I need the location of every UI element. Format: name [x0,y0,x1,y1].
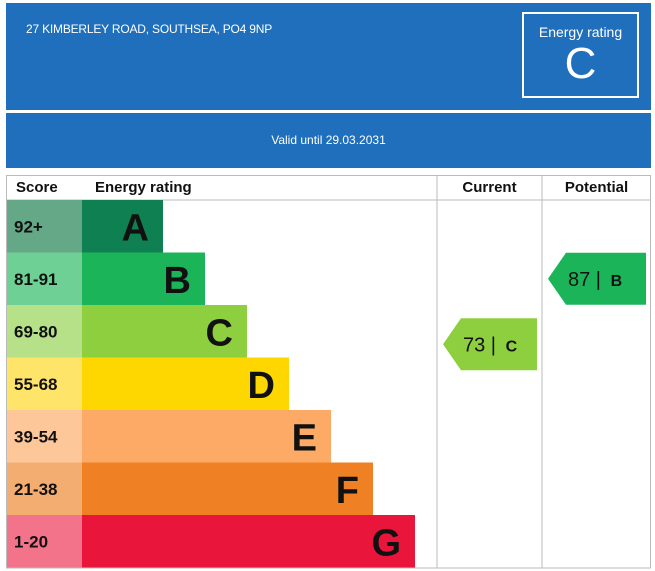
rating-letter-c: C [206,312,233,354]
header-panel: 27 KIMBERLEY ROAD, SOUTHSEA, PO4 9NP Ene… [6,3,651,110]
rating-letter-e: E [292,417,317,459]
property-address: 27 KIMBERLEY ROAD, SOUTHSEA, PO4 9NP [26,22,272,36]
column-header-current: Current [462,179,516,196]
rating-letter-a: A [122,207,149,249]
potential-letter: B [611,273,623,290]
potential-score-value: 87 | [568,269,607,291]
column-header-potential: Potential [565,179,628,196]
score-cell-d [7,357,82,410]
current-rating-text: 73 | C [463,334,518,356]
rating-bar-g [82,515,415,568]
score-label-b: 81-91 [14,270,57,289]
score-label-e: 39-54 [14,427,58,446]
score-cell-b [7,252,82,305]
score-label-g: 1-20 [14,532,48,551]
score-cell-e [7,410,82,463]
score-label-f: 21-38 [14,480,57,499]
column-header-score: Score [16,179,58,196]
energy-rating-value: C [564,39,597,88]
score-cell-c [7,305,82,358]
current-score-value: 73 | [463,334,502,356]
rating-bar-c [82,305,247,358]
score-label-a: 92+ [14,217,43,236]
current-arrow [443,318,537,371]
score-cell-g [7,515,82,568]
rating-letter-f: F [336,470,359,512]
rating-letter-d: D [248,365,275,407]
energy-rating-label: Energy rating [538,24,623,40]
current-letter: C [506,338,518,355]
column-header-energy-rating: Energy rating [95,179,192,196]
valid-until-bar: Valid until 29.03.2031 [6,113,651,168]
score-cell-f [7,462,82,515]
score-label-c: 69-80 [14,322,57,341]
rating-letter-b: B [164,260,191,302]
score-cell-a [7,200,82,253]
potential-arrow [548,252,646,305]
energy-rating-box: Energy rating C [522,12,639,98]
rating-bar-e [82,410,331,463]
rating-bar-a [82,200,163,253]
rating-letter-g: G [371,522,401,564]
rating-bar-b [82,252,205,305]
potential-rating-text: 87 | B [568,269,622,291]
rating-bar-f [82,462,373,515]
score-label-d: 55-68 [14,375,57,394]
rating-bar-d [82,357,289,410]
